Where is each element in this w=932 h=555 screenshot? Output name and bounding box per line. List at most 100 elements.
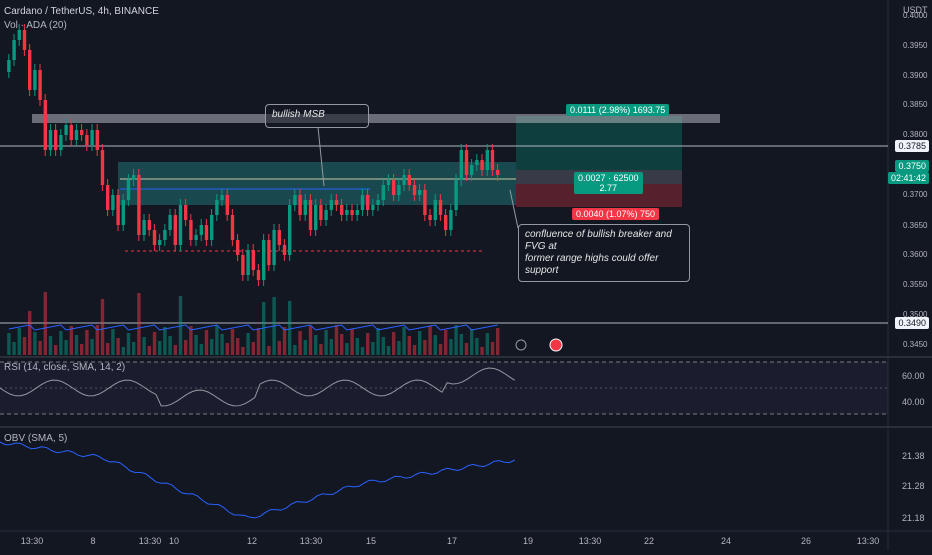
candle-body[interactable] [334,200,339,205]
candle-body[interactable] [251,250,255,270]
candle-body[interactable] [454,180,458,210]
candle-body[interactable] [64,125,68,135]
candle-body[interactable] [225,195,229,215]
candle-body[interactable] [116,195,120,225]
candle-body[interactable] [163,230,167,240]
candle-body[interactable] [407,175,411,185]
obv-legend[interactable]: OBV (SMA, 5) [4,433,68,444]
candle-body[interactable] [90,130,94,145]
candle-body[interactable] [48,130,53,150]
candles[interactable] [7,24,500,286]
candle-body[interactable] [80,130,84,135]
candle-body[interactable] [7,60,11,72]
candle-body[interactable] [386,180,391,185]
candle-body[interactable] [28,50,32,90]
candle-body[interactable] [158,240,162,245]
candle-body[interactable] [282,245,287,255]
candle-body[interactable] [142,220,146,235]
candle-body[interactable] [246,250,250,275]
candle-body[interactable] [17,30,21,40]
candle-body[interactable] [423,190,427,215]
candle-body[interactable] [366,195,370,210]
candle-body[interactable] [111,195,115,210]
candle-body[interactable] [428,215,432,220]
candle-body[interactable] [480,160,484,170]
candle-body[interactable] [397,185,401,195]
candle-body[interactable] [100,150,105,185]
candle-body[interactable] [204,225,209,240]
candle-body[interactable] [194,235,198,240]
candle-body[interactable] [22,30,27,50]
candle-body[interactable] [262,240,266,280]
candle-body[interactable] [95,130,99,150]
candle-body[interactable] [277,230,281,245]
candle-body[interactable] [475,160,479,165]
earnings-icon[interactable] [549,338,563,352]
candle-body[interactable] [43,100,47,150]
candle-body[interactable] [464,150,469,175]
candle-body[interactable] [121,200,125,225]
candle-body[interactable] [376,200,380,205]
candle-body[interactable] [438,200,443,215]
candle-body[interactable] [230,215,235,240]
candle-body[interactable] [178,205,183,245]
candle-body[interactable] [33,70,37,90]
candle-body[interactable] [329,200,333,210]
candle-body[interactable] [392,180,396,195]
candle-body[interactable] [314,205,318,230]
candle-body[interactable] [355,210,359,215]
candle-body[interactable] [54,130,58,150]
candle-body[interactable] [303,200,307,215]
candle-body[interactable] [74,130,79,140]
alert-icon[interactable] [515,339,527,351]
candle-body[interactable] [298,195,302,215]
candle-body[interactable] [345,210,349,215]
candle-body[interactable] [267,240,271,265]
candle-body[interactable] [402,175,406,185]
candle-body[interactable] [132,175,136,180]
candle-body[interactable] [433,200,437,220]
candle-body[interactable] [59,135,63,150]
candle-body[interactable] [126,180,131,200]
fvg-zone[interactable] [118,162,516,205]
candle-body[interactable] [168,215,172,230]
candle-body[interactable] [340,205,344,215]
candle-body[interactable] [308,200,313,230]
candle-body[interactable] [272,230,276,265]
candle-body[interactable] [12,40,16,60]
candle-body[interactable] [241,255,245,275]
candle-body[interactable] [256,270,261,280]
resistance-band[interactable] [32,114,720,123]
candle-body[interactable] [137,175,141,235]
candle-body[interactable] [360,195,365,210]
candle-body[interactable] [490,150,495,170]
candle-body[interactable] [106,185,110,210]
candle-body[interactable] [288,205,292,255]
candle-body[interactable] [459,150,463,180]
candle-body[interactable] [485,150,489,170]
position-target-zone[interactable] [516,116,682,170]
symbol-legend[interactable]: Cardano / TetherUS, 4h, BINANCE [4,6,159,17]
candle-body[interactable] [293,195,297,205]
candle-body[interactable] [69,125,73,140]
candle-body[interactable] [173,215,177,245]
support-note-callout[interactable]: confluence of bullish breaker and FVG at… [518,224,690,282]
candle-body[interactable] [444,215,448,230]
candle-body[interactable] [85,135,89,145]
candle-body[interactable] [470,165,474,175]
candle-body[interactable] [236,240,240,255]
candle-body[interactable] [38,70,42,100]
candle-body[interactable] [449,210,453,230]
volume-legend[interactable]: Vol · ADA (20) [4,20,67,31]
candle-body[interactable] [189,220,193,240]
candle-body[interactable] [496,170,500,175]
msb-callout[interactable]: bullish MSB [265,104,369,128]
candle-body[interactable] [152,230,157,245]
candle-body[interactable] [220,195,224,200]
candle-body[interactable] [412,185,417,195]
candle-body[interactable] [350,210,354,215]
candle-body[interactable] [371,205,375,210]
candle-body[interactable] [381,185,385,200]
